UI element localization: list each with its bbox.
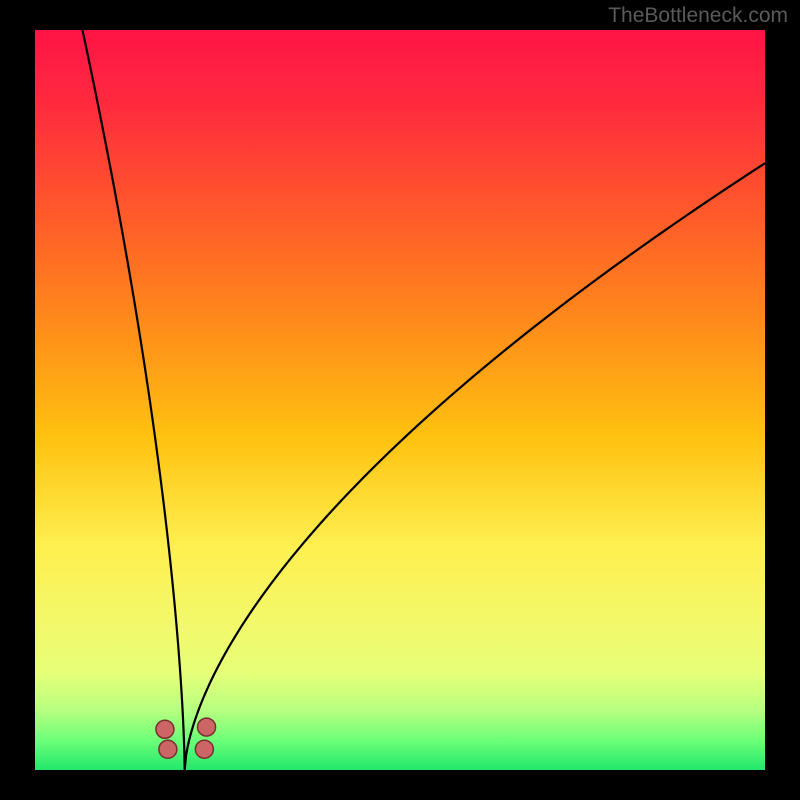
watermark-text: TheBottleneck.com (608, 4, 788, 28)
curve-marker (159, 740, 177, 758)
plot-gradient-background (35, 30, 765, 770)
curve-marker (198, 718, 216, 736)
curve-marker (156, 720, 174, 738)
curve-marker (195, 740, 213, 758)
bottleneck-chart (0, 0, 800, 800)
chart-container: TheBottleneck.com (0, 0, 800, 800)
